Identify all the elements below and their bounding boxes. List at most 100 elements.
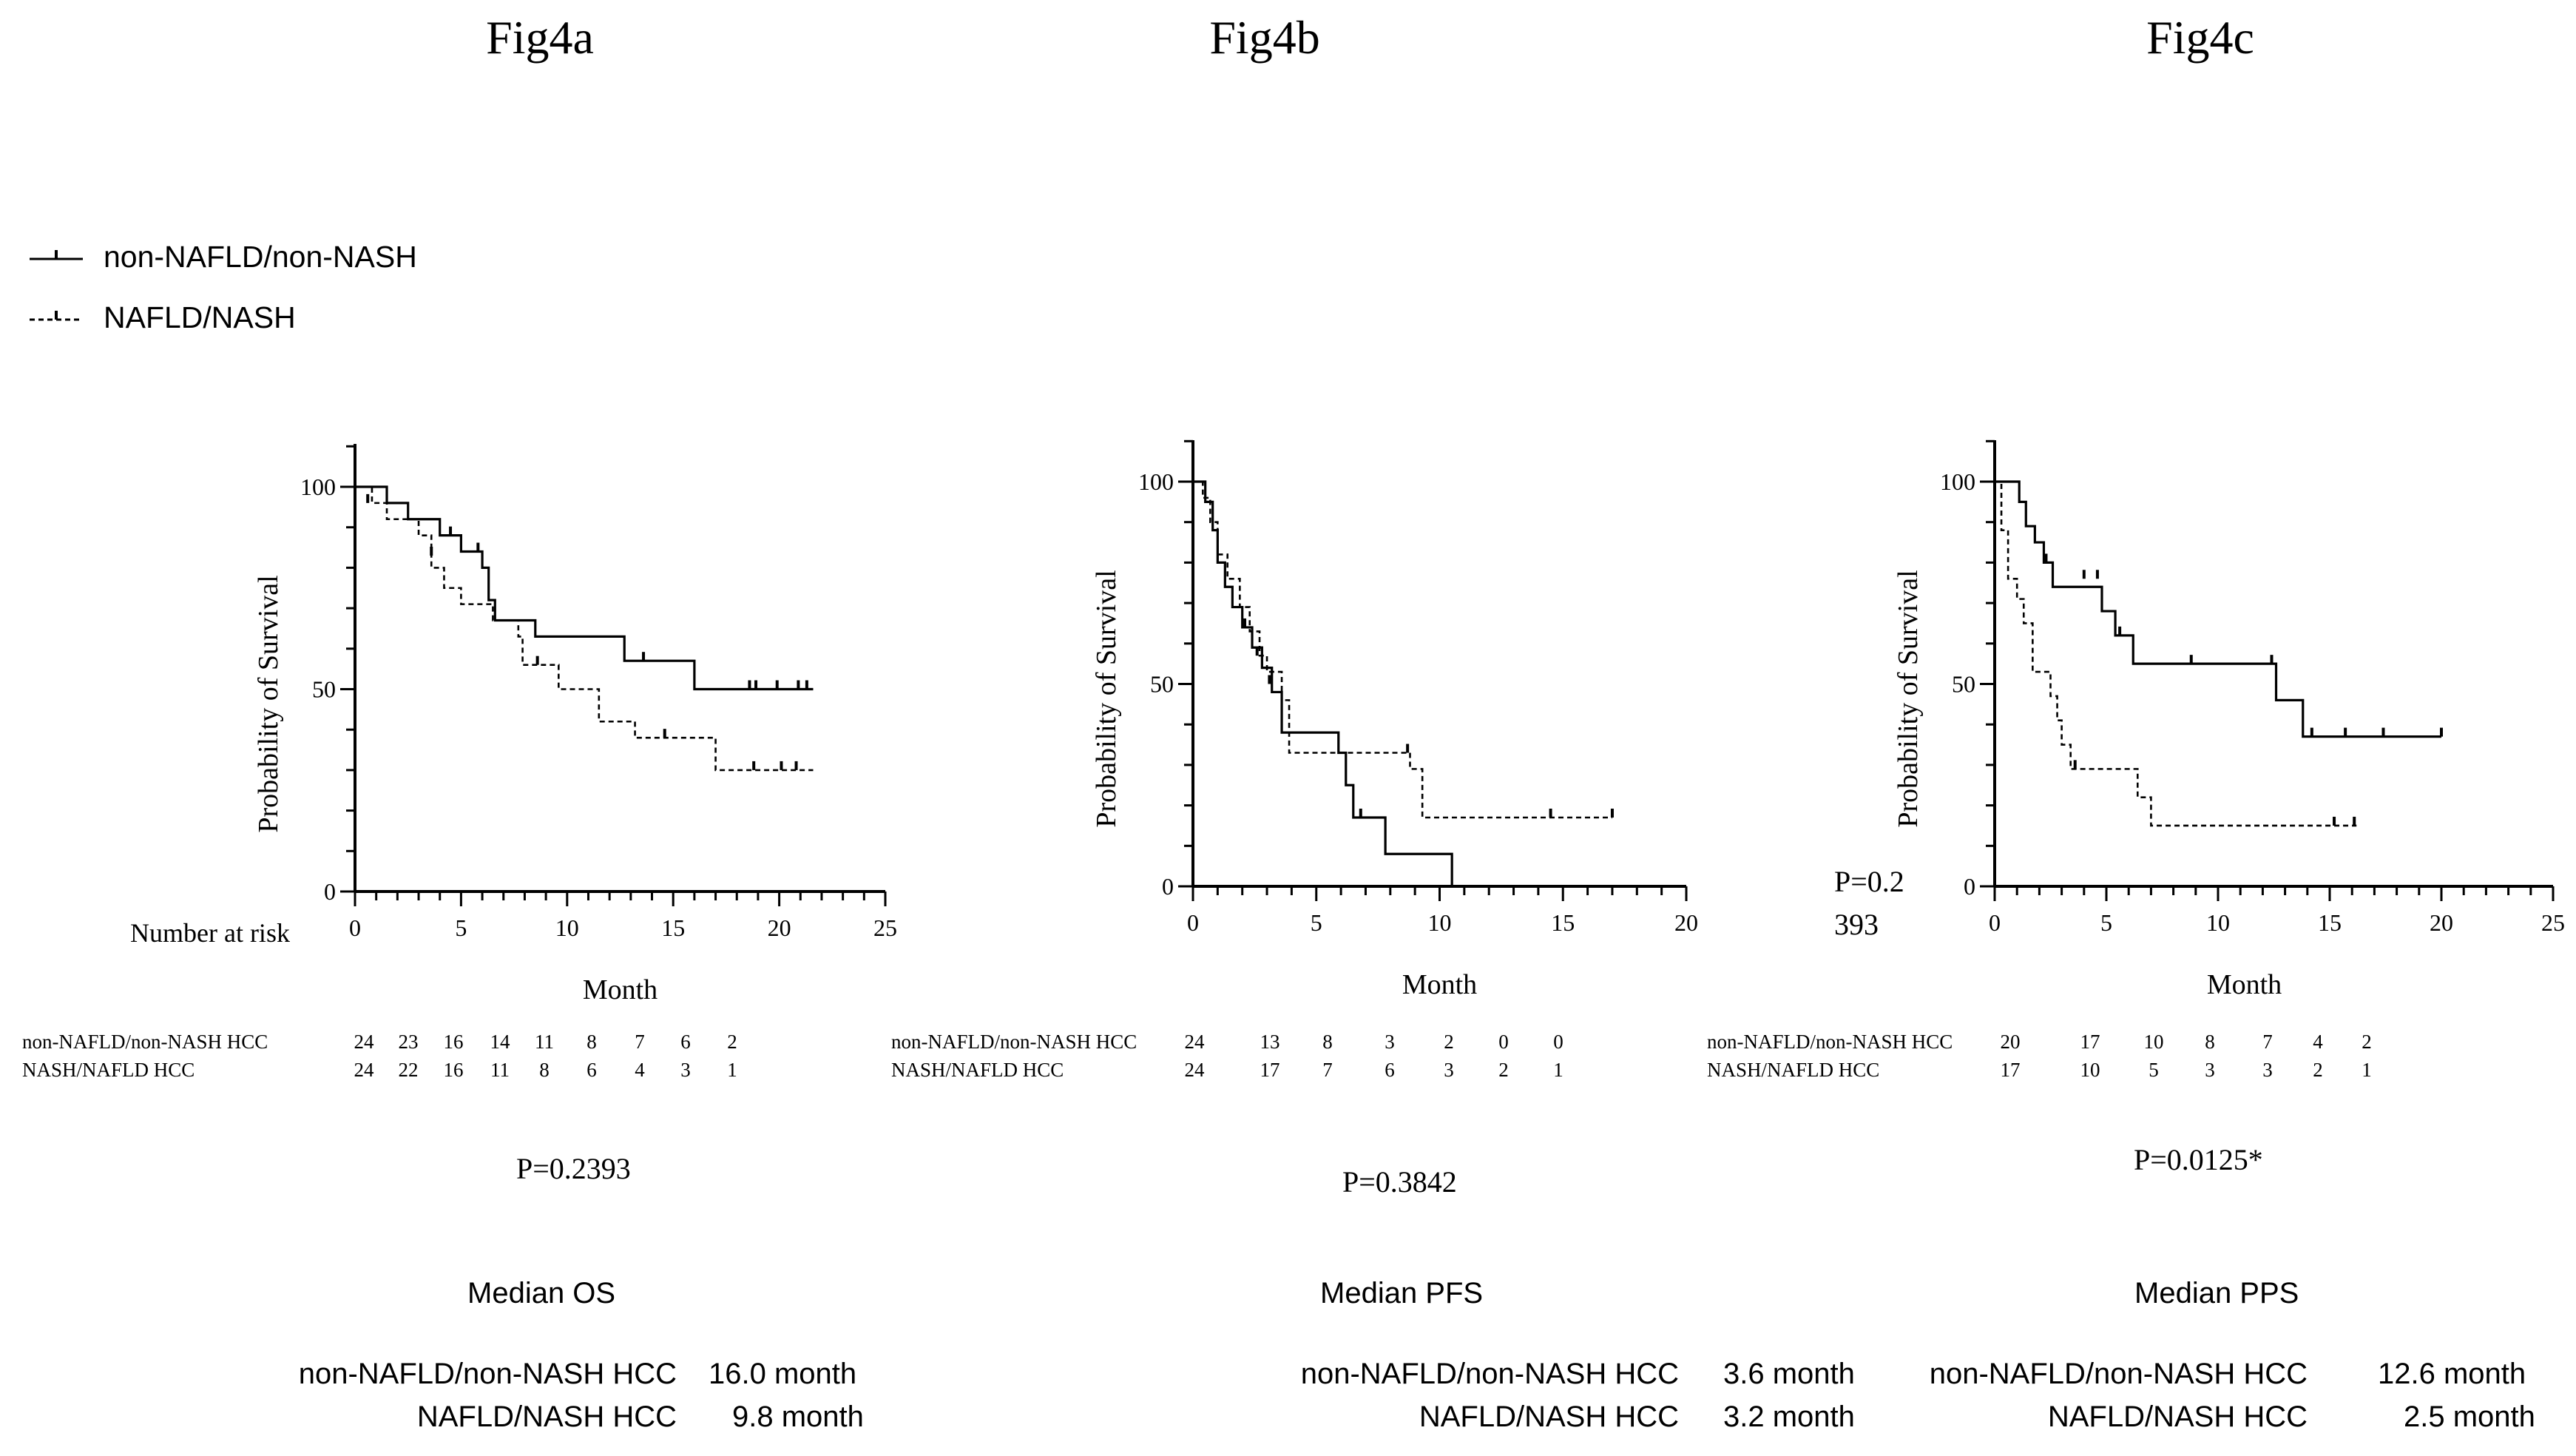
- y-tick-label: 100: [300, 473, 336, 500]
- risk-count: 22: [398, 1059, 419, 1081]
- legend-item-solid: non-NAFLD/non-NASH: [30, 237, 547, 281]
- risk-count: 13: [1260, 1031, 1280, 1053]
- fig4a-title: Fig4a: [486, 11, 594, 64]
- risk-count: 0: [1498, 1031, 1509, 1053]
- fig4c-inner-pvalue-line2: 393: [1834, 908, 1879, 941]
- risk-count: 3: [680, 1059, 691, 1081]
- risk-row-label: non-NAFLD/non-NASH HCC: [1707, 1031, 1953, 1053]
- fig4c-median-row-1: non-NAFLD/non-NASH HCC 12.6 month: [1701, 1358, 2574, 1395]
- risk-count: 4: [635, 1059, 645, 1081]
- legend-solid-swatch: [30, 250, 83, 260]
- x-axis-label: Month: [1402, 969, 1477, 1000]
- fig4b-median-row-1: non-NAFLD/non-NASH HCC 3.6 month: [888, 1358, 1855, 1395]
- risk-count: 1: [2362, 1059, 2372, 1081]
- risk-count: 8: [539, 1059, 550, 1081]
- risk-count: 11: [535, 1031, 554, 1053]
- risk-count: 23: [398, 1031, 419, 1053]
- y-axis-label: Probability of Survival: [1091, 570, 1122, 827]
- risk-count: 7: [2262, 1031, 2273, 1053]
- fig4b-pvalue: P=0.3842: [1342, 1165, 1457, 1199]
- km-curve-nafld-nash: [1995, 480, 2357, 827]
- fig4a-median-row-2-value: 9.8 month: [732, 1401, 864, 1433]
- risk-count: 10: [2143, 1031, 2164, 1053]
- number-at-risk-label: Number at risk: [130, 918, 290, 948]
- legend-dashed-label: NAFLD/NASH: [104, 300, 296, 334]
- risk-count: 4: [2313, 1031, 2323, 1053]
- risk-count: 7: [635, 1031, 645, 1053]
- risk-row-label: non-NAFLD/non-NASH HCC: [22, 1031, 268, 1053]
- km-curve-nafld-nash: [355, 485, 814, 772]
- fig4b-median-row-2-value: 3.2 month: [1723, 1401, 1855, 1433]
- x-tick-label: 25: [873, 914, 897, 941]
- risk-count: 24: [1184, 1031, 1205, 1053]
- risk-count: 3: [2205, 1059, 2215, 1081]
- fig4c-median-title: Median PPS: [2134, 1277, 2299, 1310]
- fig4c-median-row-1-label: non-NAFLD/non-NASH HCC: [1929, 1358, 2308, 1390]
- fig4c-median-row-1-value: 12.6 month: [2378, 1358, 2526, 1390]
- km-panel-2: 0 50 100 0 5 10 15 20 Month Probability of Surviv…: [1091, 439, 1698, 1000]
- risk-count: 7: [1322, 1059, 1333, 1081]
- x-tick-label: 0: [1989, 909, 2001, 936]
- km-curve-non-nafld: [355, 485, 814, 691]
- fig4c-median-row-2-label: NAFLD/NASH HCC: [2047, 1401, 2308, 1433]
- risk-count: 8: [2205, 1031, 2215, 1053]
- fig4c-inner-pvalue: P=0.2 393: [1834, 860, 1904, 946]
- x-tick-label: 15: [2318, 909, 2342, 936]
- risk-count: 2: [1444, 1031, 1454, 1053]
- y-tick-label: 50: [1150, 671, 1174, 698]
- fig4a-pvalue: P=0.2393: [516, 1152, 631, 1185]
- x-tick-label: 0: [1187, 909, 1199, 936]
- risk-count: 6: [586, 1059, 597, 1081]
- risk-count: 3: [2262, 1059, 2273, 1081]
- risk-count: 17: [2080, 1031, 2100, 1053]
- risk-count: 2: [2362, 1031, 2372, 1053]
- x-tick-label: 10: [2206, 909, 2230, 936]
- fig4a-median-row-1-label: non-NAFLD/non-NASH HCC: [298, 1358, 677, 1390]
- x-tick-label: 10: [555, 914, 579, 941]
- x-tick-label: 5: [2100, 909, 2112, 936]
- risk-count: 24: [354, 1031, 374, 1053]
- risk-count: 11: [490, 1059, 510, 1081]
- fig4b-median-row-2-label: NAFLD/NASH HCC: [1419, 1401, 1679, 1433]
- km-panel-3: 0 50 100 0 5 10 15 20 25 Month Probability of Surv…: [1893, 439, 2565, 1000]
- risk-count: 16: [443, 1059, 464, 1081]
- risk-count: 10: [2080, 1059, 2100, 1081]
- risk-count: 6: [680, 1031, 691, 1053]
- risk-row-label: NASH/NAFLD HCC: [891, 1059, 1064, 1081]
- fig4b-median-row-2: NAFLD/NASH HCC 3.2 month: [888, 1401, 1855, 1438]
- risk-count: 14: [490, 1031, 510, 1053]
- km-curve-non-nafld: [1193, 480, 1453, 886]
- x-tick-label: 10: [1428, 909, 1452, 936]
- risk-table-fig4b: non-NAFLD/non-NASH HCC 24 13 8 3 2 0 0 NASH/NAFL…: [891, 1031, 1631, 1090]
- legend-solid-label: non-NAFLD/non-NASH: [104, 240, 417, 274]
- fig4c-inner-pvalue-line1: P=0.2: [1834, 865, 1904, 898]
- y-tick-label: 100: [1940, 468, 1975, 495]
- km-panel-1: 0 50 100 0 5 10 15 20 25 Month Probability of Surv…: [253, 444, 897, 1005]
- fig4c-pvalue: P=0.0125*: [2134, 1143, 2263, 1176]
- risk-count: 16: [443, 1031, 464, 1053]
- risk-count: 0: [1553, 1031, 1563, 1053]
- x-tick-label: 25: [2541, 909, 2565, 936]
- y-tick-label: 50: [312, 676, 336, 703]
- y-tick-label: 50: [1952, 671, 1975, 698]
- fig4b-median-title: Median PFS: [1320, 1277, 1484, 1310]
- risk-count: 17: [1260, 1059, 1280, 1081]
- x-tick-label: 20: [1674, 909, 1698, 936]
- y-tick-label: 0: [1964, 873, 1975, 900]
- risk-row-label: NASH/NAFLD HCC: [1707, 1059, 1880, 1081]
- fig4c-median-row-2-value: 2.5 month: [2404, 1401, 2535, 1433]
- risk-count: 2: [2313, 1059, 2323, 1081]
- x-tick-label: 20: [2430, 909, 2453, 936]
- fig4b-median-row-1-label: non-NAFLD/non-NASH HCC: [1300, 1358, 1679, 1390]
- y-tick-label: 0: [1162, 873, 1174, 900]
- risk-count: 20: [2000, 1031, 2021, 1053]
- x-tick-label: 15: [1551, 909, 1575, 936]
- risk-table-fig4a: non-NAFLD/non-NASH HCC 24 23 16 14 11 8 7 6 2 NASH…: [22, 1031, 873, 1090]
- fig4a-median-row-1: non-NAFLD/non-NASH HCC 16.0 month: [0, 1358, 888, 1395]
- fig4b-median-row-1-value: 3.6 month: [1723, 1358, 1855, 1390]
- x-tick-label: 5: [455, 914, 467, 941]
- risk-count: 17: [2000, 1059, 2021, 1081]
- risk-count: 1: [727, 1059, 737, 1081]
- risk-count: 3: [1444, 1059, 1454, 1081]
